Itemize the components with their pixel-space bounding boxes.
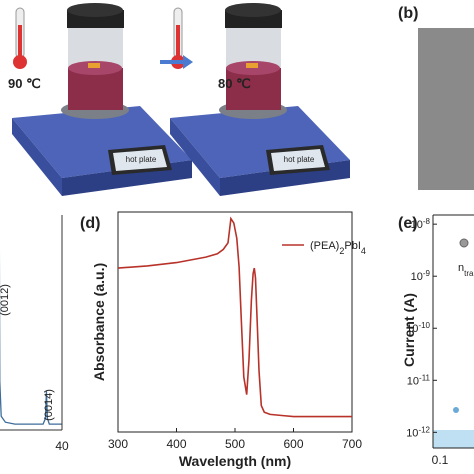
- x-axis-label: Wavelength (nm): [179, 453, 291, 469]
- setup: [12, 3, 192, 196]
- y-tick-label: 10-9: [411, 269, 431, 284]
- temperature: 90 ℃: [8, 76, 41, 91]
- point-marker: [453, 407, 459, 413]
- panel-label: (b): [398, 5, 418, 22]
- device-label: hot plate: [126, 155, 157, 164]
- y-axis-label: Absorbance (a.u.): [91, 263, 107, 381]
- device-label: hot plate: [284, 155, 315, 164]
- panel-label: (d): [80, 215, 100, 232]
- x-tick-label: 700: [342, 437, 362, 451]
- y-tick-label: 10-11: [407, 373, 431, 388]
- x-tick-label: 400: [166, 437, 186, 451]
- legend-label: (PEA)2PbI4: [310, 240, 366, 256]
- temperature: 80 ℃: [218, 76, 251, 91]
- x-tick-label: 0.1: [432, 453, 449, 467]
- shaded-region: [433, 430, 474, 448]
- panel-label: (e): [398, 215, 418, 232]
- illustration: [12, 2, 474, 197]
- peak-label: (0012): [0, 284, 11, 316]
- y-axis-label: Current (A): [401, 293, 417, 367]
- annotation: ntra: [458, 262, 474, 278]
- y-tick-label: 10-8: [411, 217, 431, 232]
- legend-marker: [459, 238, 469, 248]
- data-line: [117, 216, 352, 418]
- y-tick-label: 10-10: [406, 321, 430, 336]
- sample-image: [418, 28, 474, 190]
- x-tick-label: 300: [108, 437, 128, 451]
- data-line: [0, 249, 62, 425]
- peak-label: (0014): [43, 389, 55, 421]
- x-tick-label: 40: [55, 439, 69, 453]
- y-tick-label: 10-12: [406, 425, 430, 440]
- x-tick-label: 500: [225, 437, 245, 451]
- x-tick-label: 600: [283, 437, 303, 451]
